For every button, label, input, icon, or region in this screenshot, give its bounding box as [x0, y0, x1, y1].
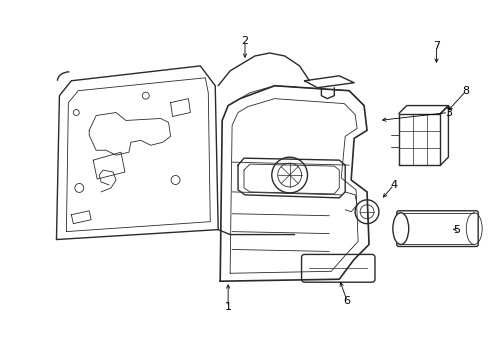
Text: 3: 3	[444, 108, 451, 117]
Text: 6: 6	[343, 296, 350, 306]
Text: 7: 7	[432, 41, 439, 51]
Text: 5: 5	[452, 225, 459, 235]
Text: 2: 2	[241, 36, 248, 46]
Text: 4: 4	[389, 180, 397, 190]
Ellipse shape	[392, 213, 408, 244]
Text: 1: 1	[224, 302, 231, 312]
Text: 8: 8	[462, 86, 469, 96]
